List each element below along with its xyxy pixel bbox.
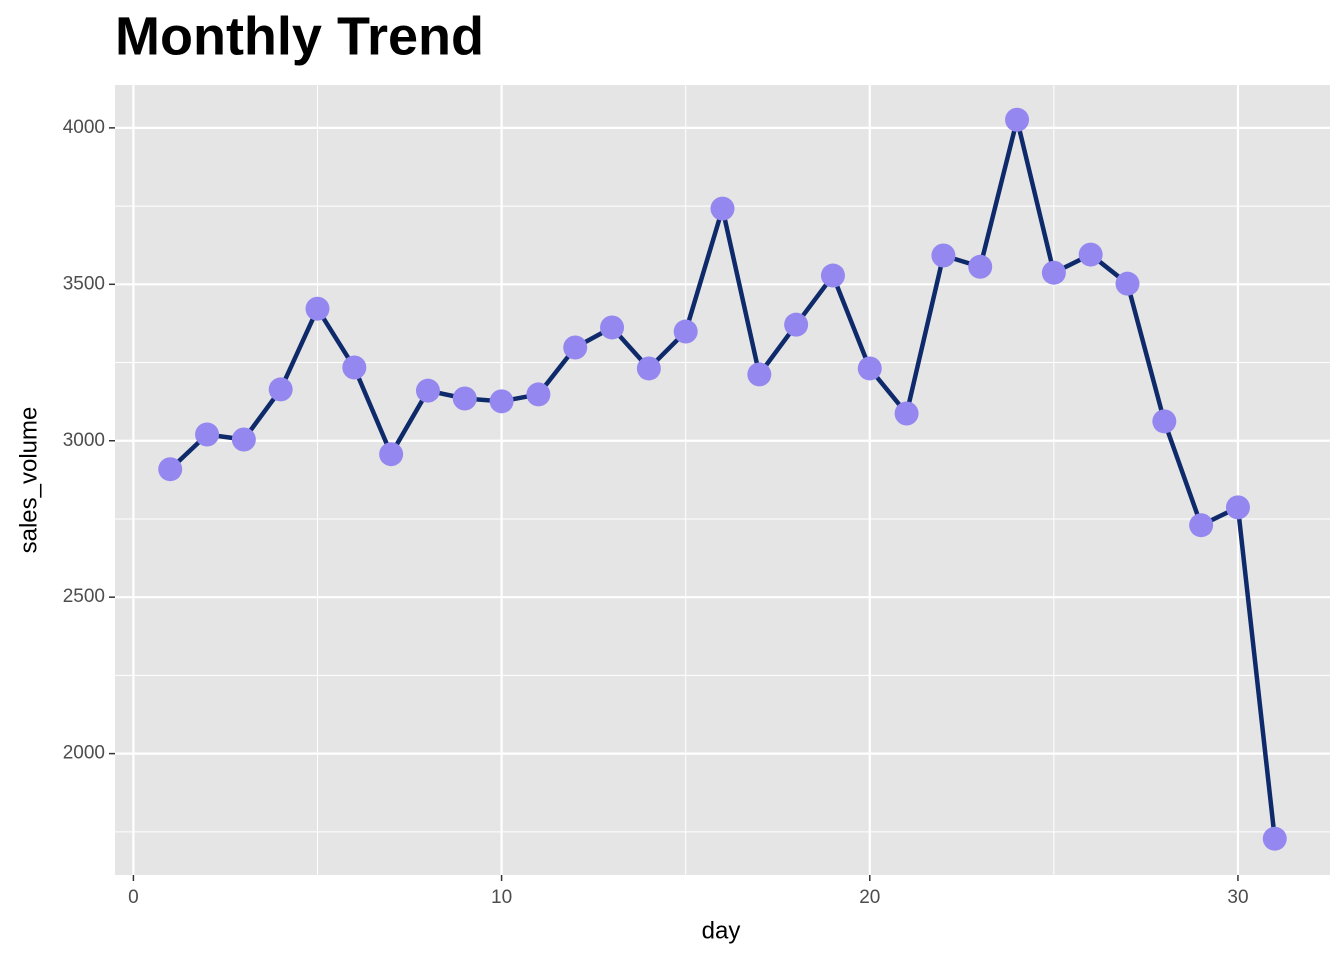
chart-title: Monthly Trend <box>115 6 484 66</box>
x-tick-label: 20 <box>859 887 880 908</box>
data-point <box>894 401 919 426</box>
data-point <box>158 457 183 482</box>
data-point <box>710 196 735 221</box>
data-point <box>1152 409 1177 434</box>
x-tick-label: 30 <box>1227 887 1248 908</box>
data-point <box>931 243 956 268</box>
x-tick-label: 0 <box>128 887 139 908</box>
data-point <box>231 427 256 452</box>
data-point <box>636 356 661 381</box>
data-point <box>305 296 330 321</box>
data-point <box>1115 271 1140 296</box>
y-tick-label: 4000 <box>63 117 105 138</box>
data-point <box>747 362 772 387</box>
data-point <box>600 315 625 340</box>
data-point <box>342 355 367 380</box>
data-point <box>820 263 845 288</box>
data-point <box>195 422 220 447</box>
data-point <box>268 377 293 402</box>
data-point <box>673 319 698 344</box>
data-point <box>563 335 588 360</box>
data-point <box>526 382 551 407</box>
y-axis-title: sales_volume <box>15 407 42 554</box>
x-axis-title: day <box>702 917 741 944</box>
data-point <box>1189 513 1214 538</box>
data-point <box>968 254 993 279</box>
data-point <box>1262 826 1287 851</box>
data-point <box>784 312 809 337</box>
y-tick-label: 3500 <box>63 273 105 294</box>
y-tick-label: 2500 <box>63 586 105 607</box>
y-tick-label: 3000 <box>63 430 105 451</box>
data-point <box>452 386 477 411</box>
data-point <box>1005 107 1030 132</box>
data-point <box>489 389 514 414</box>
data-point <box>1041 260 1066 285</box>
data-point <box>379 442 404 467</box>
data-point <box>857 356 882 381</box>
data-point <box>415 378 440 403</box>
data-point <box>1078 242 1103 267</box>
y-tick-label: 2000 <box>63 743 105 764</box>
data-point <box>1225 495 1250 520</box>
x-tick-label: 10 <box>491 887 512 908</box>
